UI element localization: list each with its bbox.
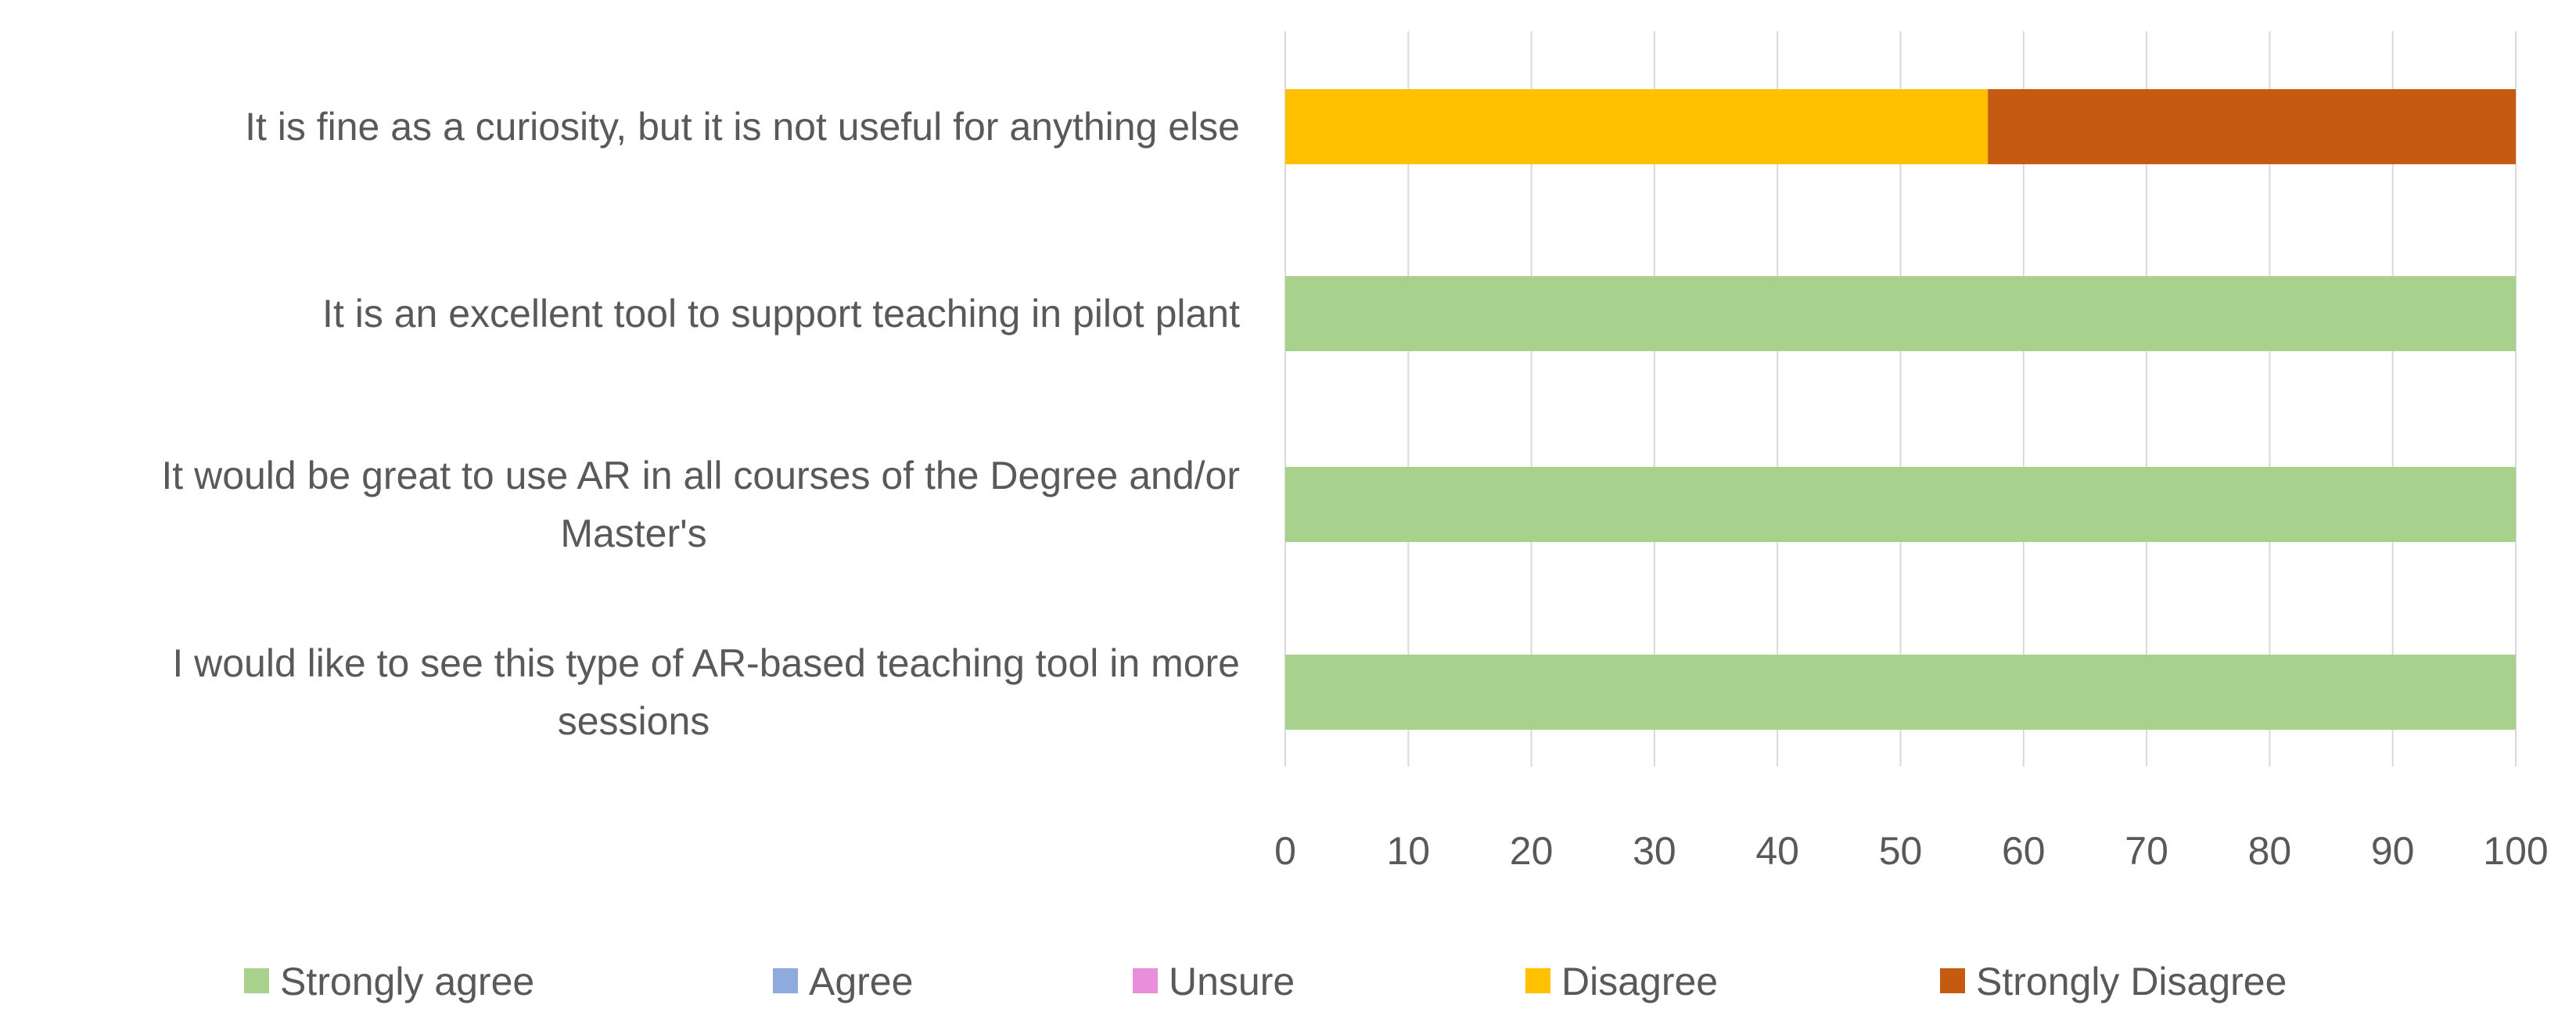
category-label: Master's — [560, 512, 706, 555]
x-tick-label: 20 — [1510, 829, 1554, 873]
bar-segment — [1988, 89, 2516, 164]
category-label: sessions — [558, 699, 710, 743]
legend-label: Strongly Disagree — [1976, 960, 2287, 1003]
bar-segment — [1285, 467, 2516, 542]
bar-segment — [1285, 89, 1989, 164]
x-tick-label: 60 — [2002, 829, 2046, 873]
bars — [1285, 89, 2516, 730]
category-label: It is fine as a curiosity, but it is not… — [245, 105, 1240, 149]
category-label: I would like to see this type of AR-base… — [172, 641, 1240, 685]
legend-label: Strongly agree — [280, 960, 534, 1003]
category-label: It is an excellent tool to support teach… — [322, 292, 1240, 336]
x-tick-label: 0 — [1274, 829, 1296, 873]
category-label: It would be great to use AR in all cours… — [161, 454, 1240, 497]
legend-label: Agree — [809, 960, 913, 1003]
x-tick-label: 100 — [2483, 829, 2548, 873]
legend-swatch — [244, 968, 269, 993]
legend-label: Unsure — [1169, 960, 1295, 1003]
x-axis: 0 10 20 30 40 50 60 70 80 90 100 — [1274, 829, 2549, 873]
x-tick-label: 80 — [2248, 829, 2292, 873]
category-labels: It is fine as a curiosity, but it is not… — [161, 105, 1240, 743]
x-tick-label: 70 — [2125, 829, 2168, 873]
x-tick-label: 50 — [1879, 829, 1923, 873]
legend-label: Disagree — [1561, 960, 1718, 1003]
bar-segment — [1285, 655, 2516, 730]
legend: Strongly agree Agree Unsure Disagree Strongl… — [244, 960, 2287, 1003]
x-tick-label: 30 — [1633, 829, 1676, 873]
legend-swatch — [1133, 968, 1158, 993]
x-tick-label: 90 — [2371, 829, 2415, 873]
x-tick-label: 40 — [1755, 829, 1799, 873]
legend-swatch — [773, 968, 798, 993]
x-tick-label: 10 — [1386, 829, 1430, 873]
legend-swatch — [1525, 968, 1550, 993]
legend-swatch — [1940, 968, 1965, 993]
bar-segment — [1285, 276, 2516, 351]
